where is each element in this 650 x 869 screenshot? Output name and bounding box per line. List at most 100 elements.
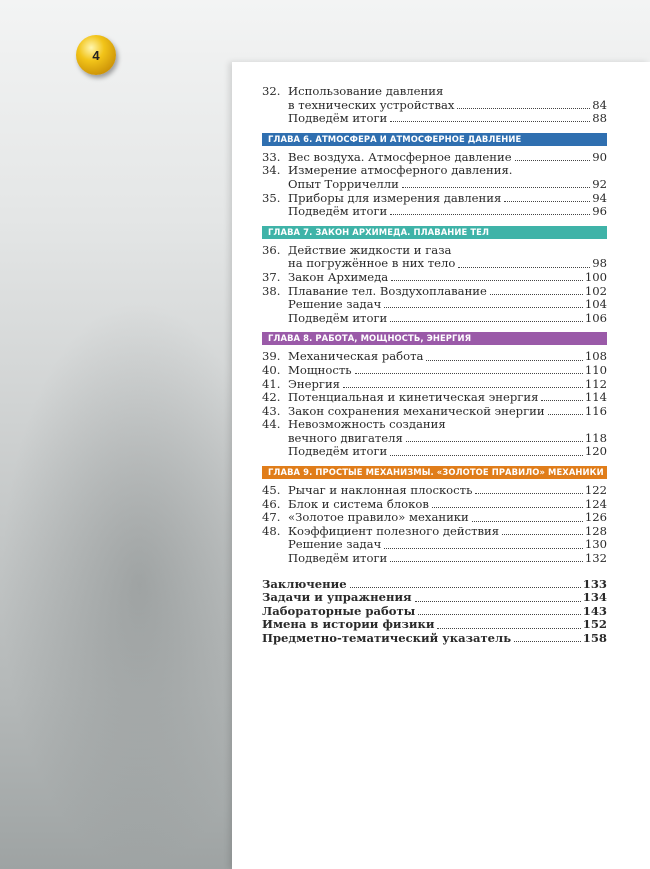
entry-title: Потенциальная и кинетическая энергия <box>288 390 539 405</box>
toc-line: 45. Рычаг и наклонная плоскость 122 <box>262 483 607 498</box>
section-number: 47. <box>262 510 281 525</box>
entry-title: Блок и система блоков <box>288 496 429 511</box>
toc-line: 39. Механическая работа 108 <box>262 350 607 364</box>
section-number: 39. <box>262 349 281 364</box>
chapter-header: ГЛАВА 6. АТМОСФЕРА И АТМОСФЕРНОЕ ДАВЛЕНИ… <box>262 132 607 146</box>
appendix-entry[interactable]: Лабораторные работы 143 <box>262 603 607 619</box>
toc-entry[interactable]: 35. Приборы для измерения давления 94 <box>262 190 607 206</box>
page-ref: 122 <box>584 483 607 498</box>
toc-section: ГЛАВА 7. ЗАКОН АРХИМЕДА. ПЛАВАНИЕ ТЕЛ 36.… <box>262 225 607 326</box>
dot-leader <box>390 214 591 216</box>
entry-title: Имена в истории физики <box>262 617 435 632</box>
background-illustration <box>0 300 232 869</box>
toc-entry[interactable]: 39. Механическая работа 108 <box>262 350 607 364</box>
toc-entry[interactable]: Подведём итоги 96 <box>262 205 607 219</box>
dot-leader <box>391 280 583 282</box>
toc-entry[interactable]: Решение задач 104 <box>262 298 607 312</box>
entry-title: Подведём итоги <box>288 310 388 325</box>
toc-line: 42. Потенциальная и кинетическая энергия 1… <box>262 390 607 405</box>
toc-entry[interactable]: Подведём итоги 106 <box>262 310 607 326</box>
dot-leader <box>541 400 583 402</box>
dot-leader <box>471 520 583 522</box>
toc-line: 43. Закон сохранения механической энергии… <box>262 403 607 419</box>
entry-title: Мощность <box>288 362 352 377</box>
page-ref: 132 <box>584 551 607 566</box>
entry-title: Подведём итоги <box>288 551 388 566</box>
toc-line: на погружённое в них тело 98 <box>262 257 607 271</box>
toc-entry[interactable]: 32. Использование давления в технических у… <box>262 84 607 112</box>
dot-leader <box>384 307 583 309</box>
toc-entry[interactable]: 44. Невозможность создания вечного двигате… <box>262 418 607 445</box>
dot-leader <box>414 600 581 602</box>
page-ref: 104 <box>584 297 607 312</box>
toc-line: 46. Блок и система блоков 124 <box>262 496 607 512</box>
toc-entry[interactable]: Подведём итоги 88 <box>262 112 607 126</box>
toc-line: 37. Закон Архимеда 100 <box>262 269 607 285</box>
section-number: 42. <box>262 390 281 405</box>
toc-line: 47. «Золотое правило» механики 126 <box>262 511 607 525</box>
toc-entry[interactable]: 34. Измерение атмосферного давления. Опыт … <box>262 164 607 191</box>
dot-leader <box>514 160 591 162</box>
dot-leader <box>504 200 591 202</box>
entry-title: Подведём итоги <box>288 111 388 126</box>
table-of-contents: 32. Использование давления в технических у… <box>262 84 607 646</box>
toc-entry[interactable]: Подведём итоги 120 <box>262 445 607 459</box>
page-ref: 90 <box>592 149 607 164</box>
appendix-entry[interactable]: Имена в истории физики 152 <box>262 618 607 632</box>
page-ref: 134 <box>582 590 607 605</box>
toc-entry[interactable]: 43. Закон сохранения механической энергии… <box>262 403 607 419</box>
toc-line: 48. Коэффициент полезного действия 128 <box>262 524 607 539</box>
toc-entry[interactable]: 46. Блок и система блоков 124 <box>262 496 607 512</box>
appendix-list: Заключение 133 Задачи и упражнения 134 Лабор… <box>262 576 607 646</box>
toc-line: Решение задач 104 <box>262 298 607 312</box>
appendix-entry[interactable]: Задачи и упражнения 134 <box>262 591 607 605</box>
entry-title: Предметно-тематический указатель <box>262 631 512 645</box>
page-ref: 114 <box>584 390 607 405</box>
dot-leader <box>514 641 581 643</box>
toc-entry[interactable]: 47. «Золотое правило» механики 126 <box>262 511 607 525</box>
dot-leader <box>405 441 583 443</box>
dot-leader <box>458 266 591 268</box>
entry-title: Лабораторные работы <box>262 603 416 618</box>
toc-entry[interactable]: 38. Плавание тел. Воздухоплавание 102 <box>262 283 607 299</box>
dot-leader <box>401 187 591 189</box>
toc-entry[interactable]: 45. Рычаг и наклонная плоскость 122 <box>262 483 607 498</box>
appendix-entry[interactable]: Заключение 133 <box>262 576 607 592</box>
dot-leader <box>489 293 583 295</box>
toc-entry[interactable]: 40. Мощность 110 <box>262 362 607 378</box>
entry-title: Приборы для измерения давления <box>288 190 502 205</box>
toc-entry[interactable]: Решение задач 130 <box>262 538 607 552</box>
section-number: 38. <box>262 283 281 298</box>
toc-entry[interactable]: 33. Вес воздуха. Атмосферное давление 90 <box>262 149 607 165</box>
toc-entry[interactable]: 48. Коэффициент полезного действия 128 <box>262 524 607 539</box>
toc-section: 32. Использование давления в технических у… <box>262 84 607 126</box>
toc-line: 33. Вес воздуха. Атмосферное давление 90 <box>262 149 607 165</box>
entry-title: Невозможность создания <box>288 417 446 432</box>
toc-entry[interactable]: 36. Действие жидкости и газа на погружённо… <box>262 243 607 271</box>
page-ref: 118 <box>584 430 607 445</box>
entry-title: в технических устройствах <box>288 97 455 112</box>
entry-title: Плавание тел. Воздухоплавание <box>288 283 487 298</box>
toc-entry[interactable]: 41. Энергия 112 <box>262 376 607 392</box>
section-number: 35. <box>262 190 281 205</box>
entry-title: Вес воздуха. Атмосферное давление <box>288 149 512 164</box>
section-number: 41. <box>262 376 281 391</box>
page-ref: 130 <box>584 537 607 552</box>
appendix-entry[interactable]: Предметно-тематический указатель 158 <box>262 631 607 646</box>
page-ref: 133 <box>582 576 607 591</box>
entry-title: Измерение атмосферного давления. <box>288 163 513 178</box>
toc-line: Подведём итоги 132 <box>262 551 607 566</box>
toc-section: ГЛАВА 8. РАБОТА, МОЩНОСТЬ, ЭНЕРГИЯ 39. Мех… <box>262 332 607 459</box>
toc-entry[interactable]: 37. Закон Архимеда 100 <box>262 269 607 285</box>
section-number: 43. <box>262 403 281 418</box>
toc-entry[interactable]: Подведём итоги 132 <box>262 551 607 566</box>
dot-leader <box>457 107 591 109</box>
entry-title: на погружённое в них тело <box>288 256 456 271</box>
toc-entry[interactable]: 42. Потенциальная и кинетическая энергия 1… <box>262 390 607 405</box>
page-ref: 120 <box>584 444 607 459</box>
entry-title: Закон Архимеда <box>288 269 389 284</box>
entry-title: Решение задач <box>288 297 382 312</box>
page-ref: 84 <box>592 97 607 112</box>
page-ref: 102 <box>584 283 607 298</box>
entry-title: Заключение <box>262 576 347 591</box>
